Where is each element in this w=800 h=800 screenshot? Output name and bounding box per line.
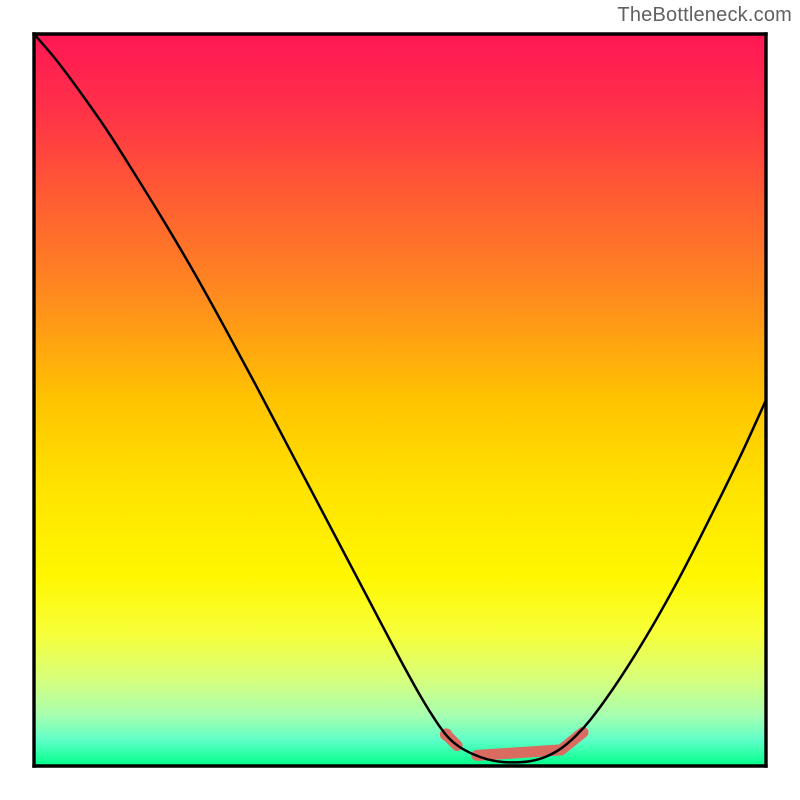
bottleneck-chart [0, 0, 800, 800]
plot-background [34, 34, 766, 766]
chart-container: TheBottleneck.com [0, 0, 800, 800]
watermark-text: TheBottleneck.com [617, 4, 792, 27]
